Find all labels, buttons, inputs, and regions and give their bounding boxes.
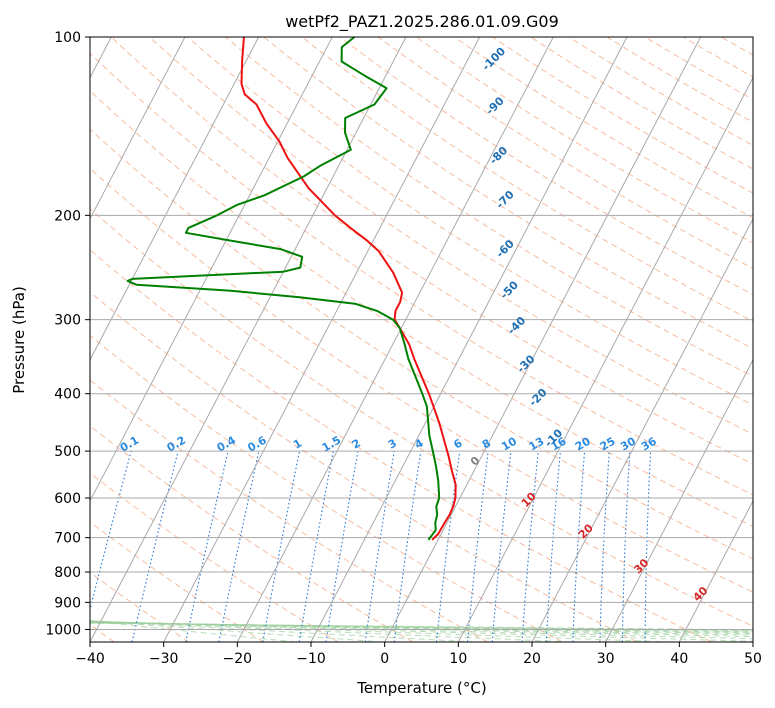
dry-adiabat-line [90,167,753,593]
y-tick-label: 400 [54,387,81,403]
isotherm-gridline [236,37,554,642]
dry-adiabat-line [90,571,190,642]
x-axis-label: Temperature (°C) [356,679,486,697]
isotherm-gridline [678,499,753,642]
y-tick-label: 900 [54,595,81,611]
isotherm-gridline [90,37,407,642]
x-tick-label: 30 [597,651,615,667]
mixing-ratio-line [466,451,489,642]
x-tick-label: −20 [223,651,253,667]
isotherm-gridline [457,76,753,642]
isotherm-gridline [90,37,186,220]
dry-adiabat-line [186,37,753,406]
isotherm-gridline [163,37,481,642]
mixing-ratio-line [364,451,395,642]
dry-adiabat-line [90,90,753,528]
mixing-ratio-line [185,450,229,642]
x-tick-label: 0 [380,651,389,667]
mixing-ratio-lines [90,450,652,642]
dry-adiabat-line [90,128,753,560]
dry-adiabat-line [90,291,638,642]
plot-frame [89,36,754,643]
y-tick-label: 600 [54,491,81,507]
dry-adiabat-line [90,425,414,642]
isotherm-gridline [310,37,628,642]
y-tick-label: 100 [54,30,81,46]
dry-adiabat-line [90,52,753,496]
isotherm-gridline [605,358,753,642]
dry-adiabat-line [110,37,753,465]
x-tick-label: 40 [670,651,688,667]
x-tick-label: 20 [523,651,541,667]
y-tick-label: 800 [54,565,81,581]
y-tick-label: 200 [54,208,81,224]
dry-adiabat-line [90,249,712,642]
x-tick-label: 50 [744,651,762,667]
mixing-ratio-line [393,451,422,642]
mixing-ratio-line [435,451,461,642]
isotherm-gridline [384,37,702,642]
mixing-ratio-line [90,450,132,612]
x-tick-label: −40 [75,651,105,667]
temperature-profile-line [240,37,457,541]
chart-title: wetPf2_PAZ1.2025.286.01.09.G09 [285,12,559,32]
isotherm-gridline [90,37,333,503]
y-tick-label: 300 [54,313,81,329]
isotherm-gridline [90,37,260,361]
x-tick-label: −30 [149,651,179,667]
profile-series [126,37,457,541]
mixing-ratio-line [491,451,512,642]
dry-adiabat-line [90,472,339,642]
dry-adiabat-line [263,37,753,350]
axes: −40 −30 −20 −10 0 10 20 30 40 50 100 200 300 400 500 60… [45,30,762,667]
y-axis-label: Pressure (hPa) [10,286,28,394]
x-tick-label: 10 [449,651,467,667]
dewpoint-profile-line [126,37,441,541]
y-tick-label: 1000 [45,622,81,638]
y-tick-label: 700 [54,531,81,547]
dry-adiabat-line [224,37,753,378]
mixing-ratio-line [521,451,539,642]
mixing-ratio-line [131,450,179,642]
isotherm-gridline [531,217,753,642]
x-tick-label: −10 [296,651,326,667]
y-tick-label: 500 [54,444,81,460]
dry-adiabat-line [339,37,753,296]
